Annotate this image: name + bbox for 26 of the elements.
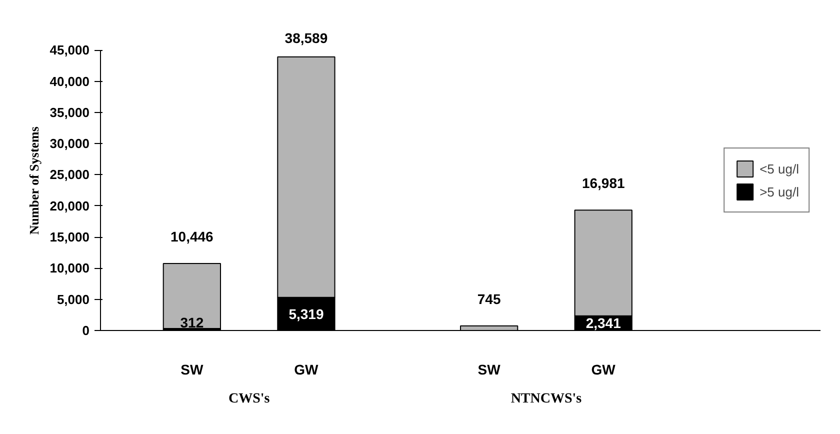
y-tick-label: 20,000 [50,198,90,214]
y-tick-label: 5,000 [56,292,90,307]
y-tick-label: 30,000 [50,136,90,152]
data-label: 38,589 [284,30,328,46]
text: CWS's [228,392,270,406]
y-tick-label: 0 [82,323,90,338]
data-label: 312 [180,314,204,331]
x-tick-label: SW [180,362,204,378]
y-tick-label: 25,000 [50,167,90,182]
data-label: 745 [477,290,501,307]
data-label: 5,319 [288,306,324,322]
y-tick-label: 45,000 [50,42,90,58]
data-label: 16,981 [582,175,625,192]
x-tick-label: GW [591,362,616,378]
y-tick-label: 15,000 [50,230,90,245]
y-tick-label: 40,000 [50,74,90,89]
x-tick-label: GW [294,362,320,378]
data-label: 10,446 [170,228,214,244]
y-tick-label: 10,000 [50,260,90,276]
legend-label: >5 ug/l [760,184,799,199]
y-tick-label: 35,000 [50,104,90,120]
y-axis-title: Number of Systems [26,126,42,235]
x-tick-label: SW [478,362,502,378]
text: NTNCWS's [510,392,582,406]
data-label: 2,341 [586,315,622,332]
legend-label: <5 ug/l [760,161,799,176]
